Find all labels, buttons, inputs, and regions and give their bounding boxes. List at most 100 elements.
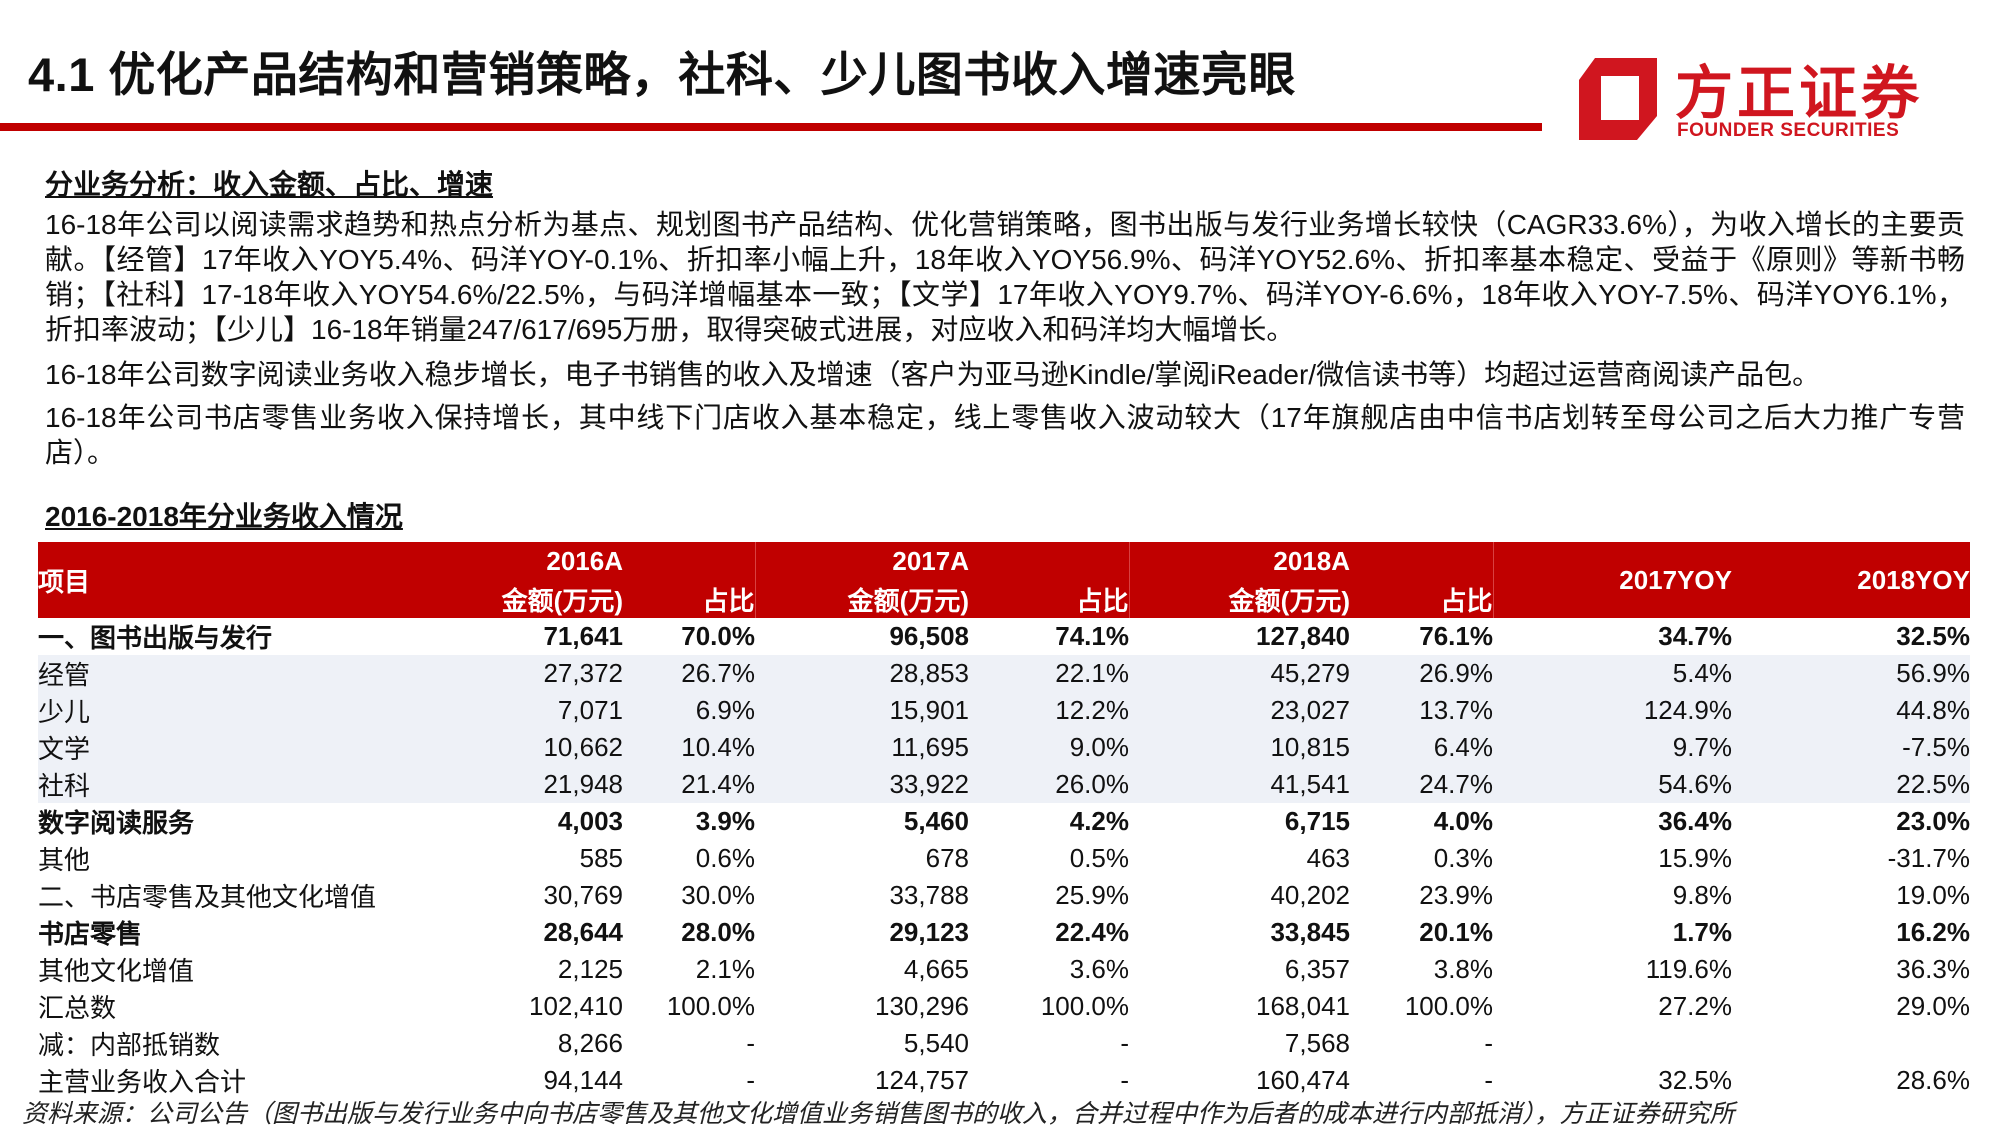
- cell-yoy-2018: 23.0%: [1896, 806, 1970, 836]
- table-header-row-metrics: 金额(万元) 占比 金额(万元) 占比 金额(万元) 占比: [38, 580, 1970, 618]
- cell-share-2017: 9.0%: [969, 729, 1129, 766]
- cell-yoy-2018: 19.0%: [1896, 880, 1970, 910]
- cell-amount-2017: 96,508: [889, 621, 969, 651]
- cell-yoy-2017: 5.4%: [1493, 655, 1732, 692]
- cell-amount-2016: 585: [579, 843, 623, 873]
- table-row: 少儿 7,071 6.9% 15,901 12.2% 23,027 13.7% 124.9% 4…: [38, 692, 1970, 729]
- section-heading: 分业务分析：收入金额、占比、增速: [45, 169, 494, 200]
- cell-item-label: 汇总数: [38, 993, 117, 1023]
- cell-yoy-2017: 32.5%: [1658, 1065, 1732, 1095]
- table-row: 书店零售 28,644 28.0% 29,123 22.4% 33,845 20.1% 1.7…: [38, 914, 1970, 951]
- cell-yoy-2018: 56.9%: [1732, 655, 1970, 692]
- cell-amount-2018: 40,202: [1270, 880, 1350, 910]
- cell-item-label: 社科: [38, 766, 480, 803]
- table-row: 减：内部抵销数 8,266 - 5,540 - 7,568 -: [38, 1025, 1970, 1062]
- cell-share-2017: 22.1%: [969, 655, 1129, 692]
- cell-yoy-2018: 29.0%: [1896, 991, 1970, 1021]
- header-2018-yoy: 2018YOY: [1732, 542, 1970, 618]
- cell-share-2018: 4.0%: [1433, 806, 1493, 836]
- cell-yoy-2018: [1732, 1025, 1970, 1062]
- cell-share-2016: 0.6%: [695, 843, 755, 873]
- cell-share-2016: -: [746, 1028, 755, 1058]
- cell-amount-2016: 4,003: [557, 806, 623, 836]
- table-row: 一、图书出版与发行 71,641 70.0% 96,508 74.1% 127,840 76…: [38, 618, 1970, 655]
- table-row: 其他文化增值 2,125 2.1% 4,665 3.6% 6,357 3.8% 119.6% 3…: [38, 951, 1970, 988]
- cell-amount-2018: 168,041: [1256, 991, 1350, 1021]
- table-row: 其他 585 0.6% 678 0.5% 463 0.3% 15.9% -31.7%: [38, 840, 1970, 877]
- table-row: 文学 10,662 10.4% 11,695 9.0% 10,815 6.4% 9.7% -7.…: [38, 729, 1970, 766]
- logo-chinese-text: 方正证券: [1675, 61, 1924, 126]
- cell-amount-2016: 71,641: [543, 621, 623, 651]
- cell-item-label: 一、图书出版与发行: [38, 623, 273, 653]
- cell-amount-2016: 8,266: [557, 1028, 623, 1058]
- cell-yoy-2017: 119.6%: [1645, 954, 1732, 984]
- cell-share-2018: -: [1484, 1028, 1493, 1058]
- cell-amount-2016: 21,948: [480, 766, 623, 803]
- cell-share-2017: 100.0%: [1040, 991, 1129, 1021]
- cell-item-label: 其他: [38, 845, 91, 875]
- cell-amount-2018: 45,279: [1129, 655, 1350, 692]
- cell-share-2017: 3.6%: [1069, 954, 1129, 984]
- table-body: 一、图书出版与发行 71,641 70.0% 96,508 74.1% 127,840 76…: [38, 618, 1970, 1099]
- cell-amount-2017: 33,922: [755, 766, 969, 803]
- logo-english-text: FOUNDER SECURITIES: [1677, 120, 1900, 141]
- cell-share-2017: -: [1120, 1028, 1129, 1058]
- cell-yoy-2017: [1493, 1025, 1732, 1062]
- cell-amount-2016: 10,662: [480, 729, 623, 766]
- cell-share-2018: 76.1%: [1419, 621, 1493, 651]
- cell-yoy-2018: 16.2%: [1896, 917, 1970, 947]
- cell-yoy-2018: 28.6%: [1896, 1065, 1970, 1095]
- cell-share-2016: 21.4%: [623, 766, 755, 803]
- table-row: 主营业务收入合计 94,144 - 124,757 - 160,474 - 32.5% 28.6…: [38, 1062, 1970, 1099]
- cell-share-2017: 26.0%: [969, 766, 1129, 803]
- cell-item-label: 其他文化增值: [38, 956, 195, 986]
- cell-amount-2017: 124,757: [875, 1065, 969, 1095]
- table-row: 数字阅读服务 4,003 3.9% 5,460 4.2% 6,715 4.0% 36.4% 23…: [38, 803, 1970, 840]
- cell-share-2017: 4.2%: [1069, 806, 1129, 836]
- cell-share-2017: -: [1120, 1065, 1129, 1095]
- table-row: 汇总数 102,410 100.0% 130,296 100.0% 168,041 100.…: [38, 988, 1970, 1025]
- header-2017-yoy: 2017YOY: [1493, 542, 1732, 618]
- cell-amount-2016: 94,144: [543, 1065, 623, 1095]
- cell-yoy-2018: 22.5%: [1732, 766, 1970, 803]
- cell-share-2016: 30.0%: [681, 880, 755, 910]
- cell-amount-2018: 463: [1306, 843, 1350, 873]
- cell-yoy-2017: 36.4%: [1658, 806, 1732, 836]
- cell-amount-2018: 7,568: [1284, 1028, 1350, 1058]
- cell-share-2018: 26.9%: [1350, 655, 1493, 692]
- cell-amount-2018: 10,815: [1129, 729, 1350, 766]
- cell-share-2016: 70.0%: [681, 621, 755, 651]
- cell-amount-2017: 678: [925, 843, 969, 873]
- cell-amount-2016: 7,071: [480, 692, 623, 729]
- cell-amount-2018: 41,541: [1129, 766, 1350, 803]
- cell-share-2016: 10.4%: [623, 729, 755, 766]
- cell-amount-2017: 130,296: [875, 991, 969, 1021]
- cell-amount-2018: 33,845: [1270, 917, 1350, 947]
- cell-share-2018: 13.7%: [1350, 692, 1493, 729]
- table-row: 二、书店零售及其他文化增值 30,769 30.0% 33,788 25.9% 40,20…: [38, 877, 1970, 914]
- cell-share-2016: 6.9%: [623, 692, 755, 729]
- cell-yoy-2017: 1.7%: [1672, 917, 1732, 947]
- paragraph-book-publishing: 16-18年公司以阅读需求趋势和热点分析为基点、规划图书产品结构、优化营销策略，…: [45, 209, 1965, 345]
- cell-yoy-2017: 15.9%: [1658, 843, 1732, 873]
- cell-share-2017: 0.5%: [1069, 843, 1129, 873]
- logo-mark-icon: [1579, 58, 1657, 140]
- cell-share-2016: 28.0%: [681, 917, 755, 947]
- table-header-row-years: 项目 2016A 2017A 2018A 2017YOY 2018YOY: [38, 542, 1970, 618]
- cell-share-2016: 100.0%: [666, 991, 755, 1021]
- cell-item-label: 少儿: [38, 692, 480, 729]
- cell-amount-2018: 6,357: [1284, 954, 1350, 984]
- cell-item-label: 书店零售: [38, 919, 143, 949]
- cell-item-label: 经管: [38, 655, 480, 692]
- header-amount: 金额(万元): [755, 580, 969, 618]
- header-amount: 金额(万元): [480, 580, 623, 618]
- cell-item-label: 二、书店零售及其他文化增值: [38, 882, 377, 912]
- cell-share-2018: 3.8%: [1433, 954, 1493, 984]
- cell-amount-2016: 30,769: [543, 880, 623, 910]
- cell-yoy-2017: 27.2%: [1658, 991, 1732, 1021]
- cell-share-2016: 2.1%: [695, 954, 755, 984]
- cell-share-2018: 6.4%: [1350, 729, 1493, 766]
- cell-yoy-2018: 44.8%: [1732, 692, 1970, 729]
- page-title: 4.1 优化产品结构和营销策略，社科、少儿图书收入增速亮眼: [28, 48, 1296, 101]
- cell-amount-2017: 15,901: [755, 692, 969, 729]
